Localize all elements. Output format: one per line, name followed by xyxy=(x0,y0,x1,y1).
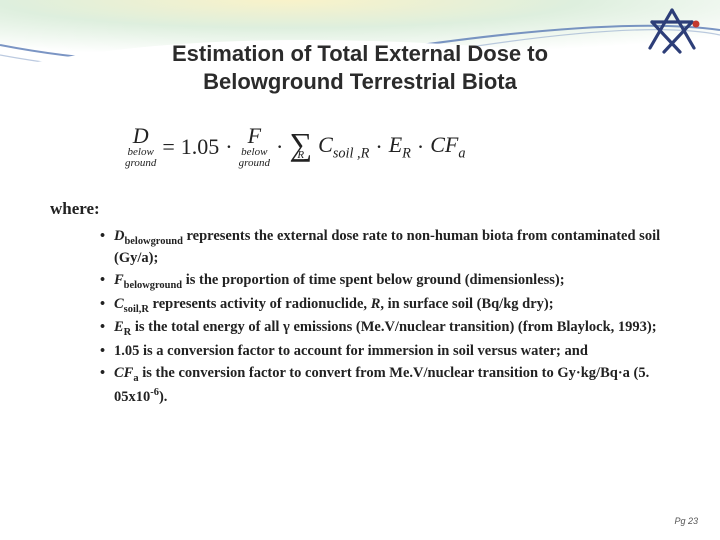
b2-text: is the proportion of time spent below gr… xyxy=(182,272,565,288)
b6-text-b: ). xyxy=(159,389,167,405)
eq-F: F xyxy=(248,123,261,148)
eq-dot3: · xyxy=(375,134,382,160)
bullet-6: CFa is the conversion factor to convert … xyxy=(100,364,675,407)
b6-text-a: is the conversion factor to convert from… xyxy=(114,365,649,405)
bullet-2: Fbelowground is the proportion of time s… xyxy=(100,271,675,293)
b2-sym: F xyxy=(114,272,124,288)
eq-sigma: ∑ R xyxy=(289,135,312,159)
b6-sym: CF xyxy=(114,365,133,381)
bullet-5: 1.05 is a conversion factor to account f… xyxy=(100,342,675,362)
slide-title: Estimation of Total External Dose to Bel… xyxy=(45,40,675,95)
b3-text-b: , in surface soil (Bq/kg dry); xyxy=(380,296,553,312)
b3-sub: soil,R xyxy=(124,303,149,314)
b3-sym: C xyxy=(114,296,124,312)
eq-CF-sub: a xyxy=(458,145,465,161)
bullet-1: Dbelowground represents the external dos… xyxy=(100,227,675,269)
eq-E-sub: R xyxy=(402,145,411,161)
eq-CF: CF xyxy=(430,132,458,157)
b4-text: is the total energy of all γ emissions (… xyxy=(131,319,656,335)
b5-text: 1.05 is a conversion factor to account f… xyxy=(114,343,588,359)
eq-F-sub2: ground xyxy=(239,157,270,169)
eq-equals: = xyxy=(162,134,174,160)
title-line-1: Estimation of Total External Dose to xyxy=(172,41,548,66)
eq-dot4: · xyxy=(417,134,424,160)
eq-D: D xyxy=(133,123,149,148)
b6-exp: -6 xyxy=(150,387,159,398)
page-number: Pg 23 xyxy=(674,516,698,526)
definition-list: Dbelowground represents the external dos… xyxy=(45,227,675,407)
eq-E: E xyxy=(389,132,402,157)
eq-const: 1.05 xyxy=(181,134,220,160)
eq-dot2: · xyxy=(276,134,283,160)
eq-sigma-sub: R xyxy=(297,152,304,159)
eq-dot1: · xyxy=(225,134,232,160)
bullet-4: ER is the total energy of all γ emission… xyxy=(100,318,675,340)
title-line-2: Belowground Terrestrial Biota xyxy=(203,69,517,94)
eq-C: C xyxy=(318,132,333,157)
eq-D-sub2: ground xyxy=(125,157,156,169)
eq-C-sub: soil ,R xyxy=(333,145,370,161)
b1-sym: D xyxy=(114,228,124,244)
b1-text: represents the external dose rate to non… xyxy=(114,228,660,266)
bullet-3: Csoil,R represents activity of radionucl… xyxy=(100,295,675,317)
b2-sub: belowground xyxy=(124,279,182,290)
b3-text-a: represents activity of radionuclide, xyxy=(149,296,371,312)
equation: D below ground = 1.05 · F below ground ·… xyxy=(125,123,675,169)
b4-sym: E xyxy=(114,319,124,335)
where-label: where: xyxy=(50,199,675,219)
b1-sub: belowground xyxy=(124,236,182,247)
b3-R: R xyxy=(371,296,381,312)
company-logo xyxy=(642,6,702,56)
